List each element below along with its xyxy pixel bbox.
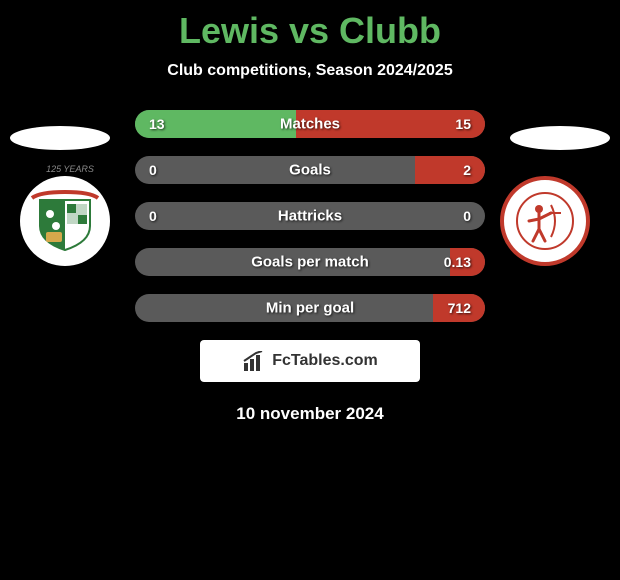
stat-label: Min per goal bbox=[266, 300, 354, 317]
stat-value-left: 0 bbox=[149, 208, 157, 224]
stat-value-right: 0.13 bbox=[444, 254, 471, 270]
date-text: 10 november 2024 bbox=[0, 404, 620, 424]
shield-icon bbox=[30, 186, 100, 256]
club-badge-left-circle bbox=[20, 176, 110, 266]
stat-row: 0 Hattricks 0 bbox=[135, 202, 485, 230]
stat-value-left: 13 bbox=[149, 116, 165, 132]
stat-row: 0 Goals 2 bbox=[135, 156, 485, 184]
stats-container: 13 Matches 15 0 Goals 2 0 Hattricks 0 Goals per m… bbox=[135, 110, 485, 322]
stat-value-left: 0 bbox=[149, 162, 157, 178]
club-badge-right bbox=[500, 176, 600, 266]
stat-label: Matches bbox=[280, 116, 340, 133]
stat-value-right: 2 bbox=[463, 162, 471, 178]
fctables-logo[interactable]: FcTables.com bbox=[200, 340, 420, 382]
stat-value-right: 15 bbox=[455, 116, 471, 132]
stat-value-right: 712 bbox=[448, 300, 471, 316]
page-title: Lewis vs Clubb bbox=[0, 10, 620, 52]
badge-years-text: 125 YEARS bbox=[46, 164, 94, 174]
stat-label: Hattricks bbox=[278, 208, 342, 225]
archer-icon bbox=[515, 191, 575, 251]
stat-label: Goals per match bbox=[251, 254, 369, 271]
club-badge-left: 125 YEARS bbox=[20, 176, 120, 266]
stat-row: Goals per match 0.13 bbox=[135, 248, 485, 276]
logo-text: FcTables.com bbox=[272, 352, 378, 370]
subtitle: Club competitions, Season 2024/2025 bbox=[0, 62, 620, 80]
stat-value-right: 0 bbox=[463, 208, 471, 224]
club-badge-right-circle bbox=[500, 176, 590, 266]
stat-row: Min per goal 712 bbox=[135, 294, 485, 322]
bar-chart-icon bbox=[242, 351, 266, 371]
stat-label: Goals bbox=[289, 162, 331, 179]
stat-fill-right bbox=[415, 156, 485, 184]
player-photo-right bbox=[510, 126, 610, 150]
stat-row: 13 Matches 15 bbox=[135, 110, 485, 138]
player-photo-left bbox=[10, 126, 110, 150]
